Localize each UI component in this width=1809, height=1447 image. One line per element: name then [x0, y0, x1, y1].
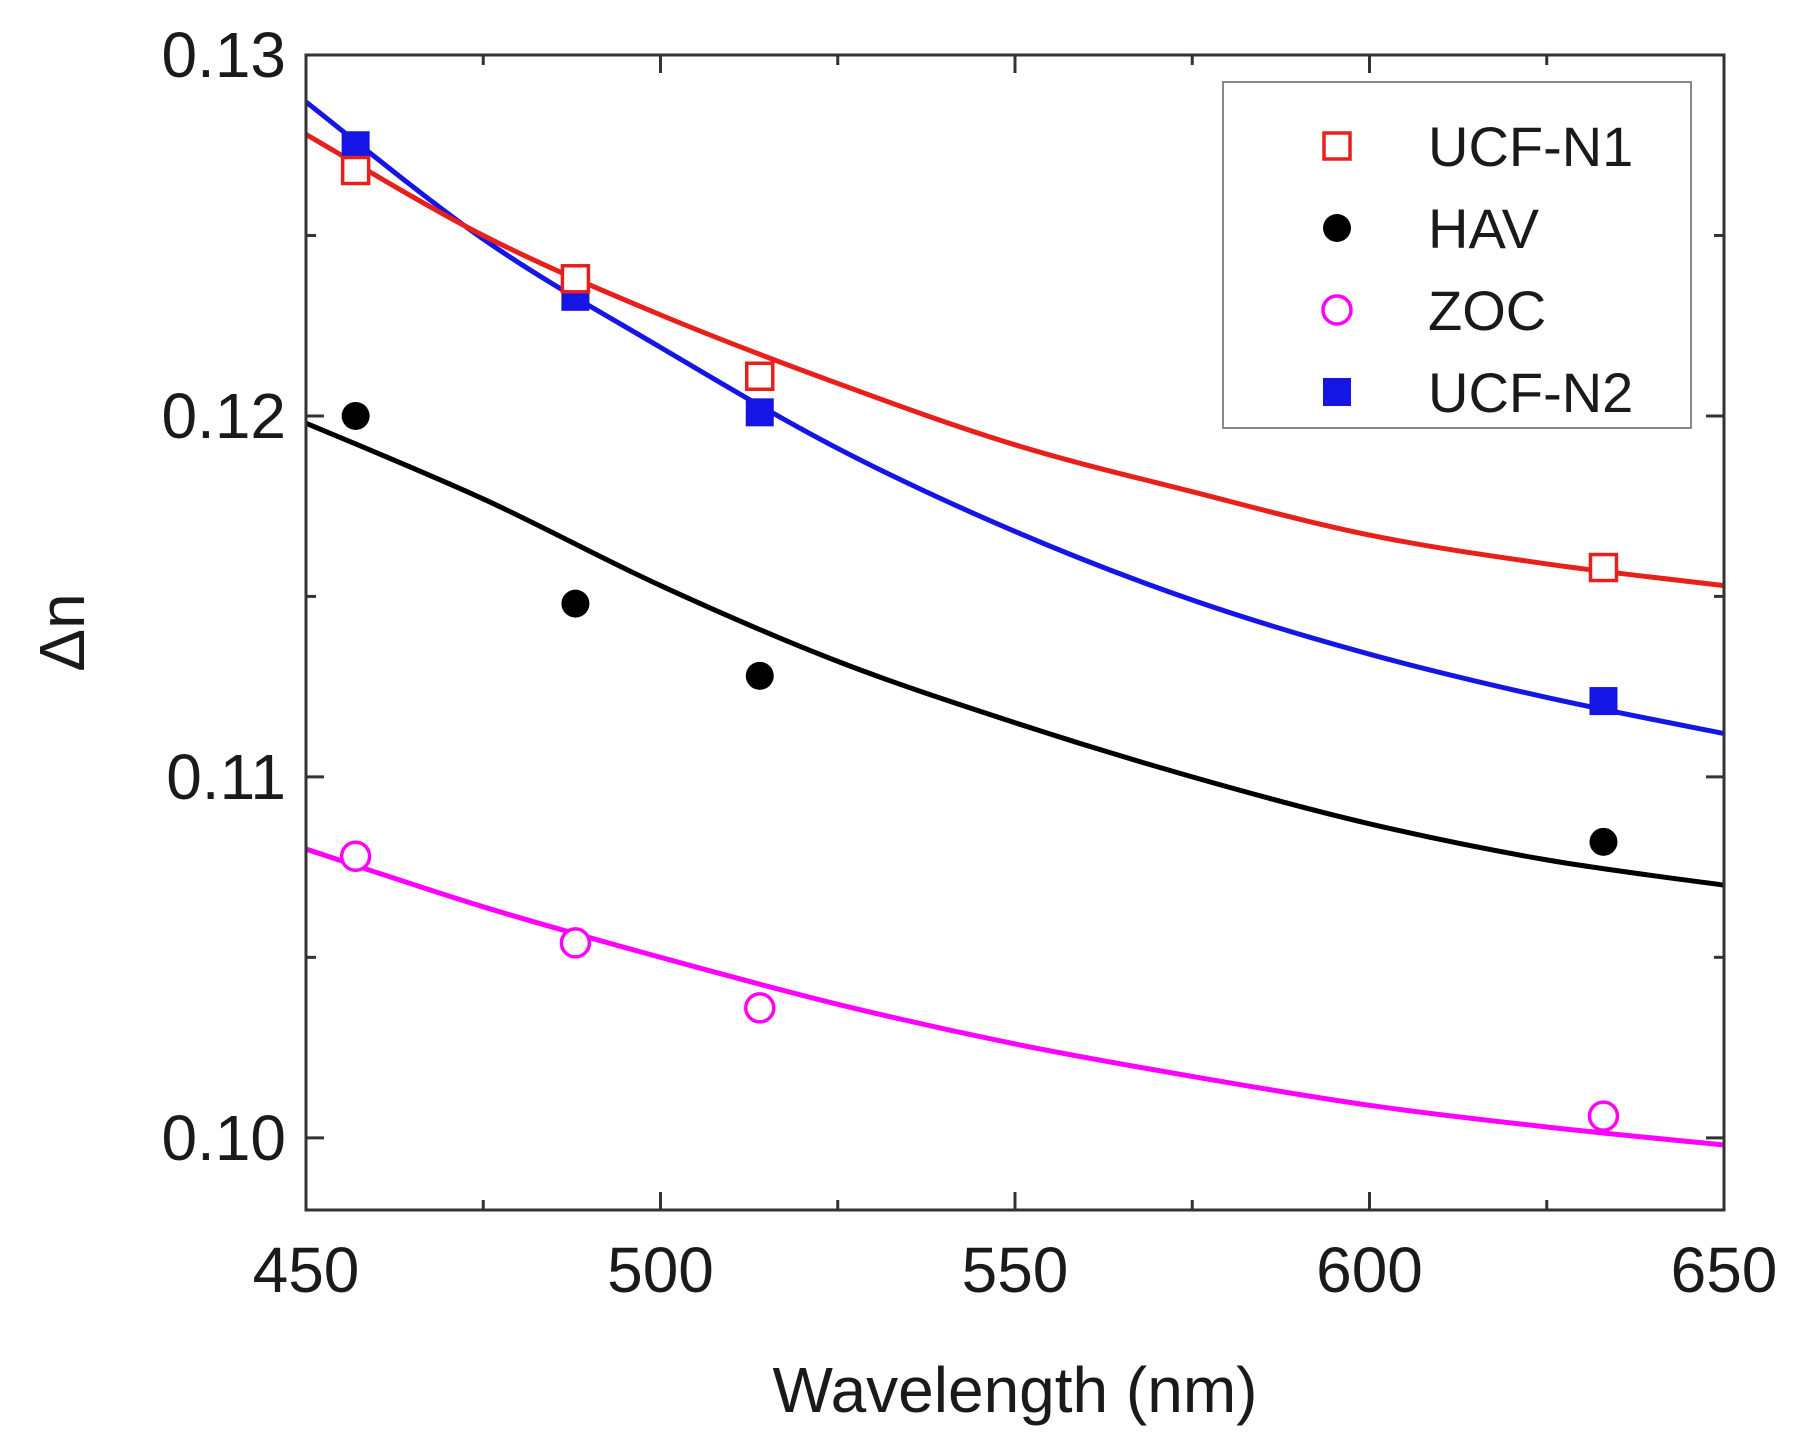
fit-line-ucf-n1: [304, 132, 1725, 589]
x-tick-label: 500: [607, 1234, 714, 1306]
point-ucf-n1: [560, 264, 591, 294]
point-hav: [1589, 827, 1618, 856]
point-ucf-n1: [1588, 552, 1619, 583]
legend-marker-ucf-n2: [1323, 378, 1351, 406]
point-ucf-n2: [1589, 687, 1618, 716]
x-axis-title: Wavelength (nm): [773, 1354, 1258, 1426]
tick-labels: 450 500 550 600 650 0.10 0.11 0.12 0.13: [161, 19, 1777, 1306]
point-hav: [745, 661, 774, 690]
point-zoc: [1587, 1100, 1620, 1132]
point-hav: [561, 589, 590, 618]
point-ucf-n2: [745, 398, 774, 427]
point-zoc: [339, 840, 372, 873]
legend-marker-hav: [1323, 214, 1351, 242]
point-ucf-n1: [745, 361, 775, 391]
fit-line-ucf-n2: [304, 99, 1725, 737]
legend-marker-zoc: [1321, 294, 1353, 326]
y-axis-title: Δn: [26, 593, 98, 671]
legend-label-hav: HAV: [1428, 197, 1540, 260]
fit-line-zoc: [305, 846, 1725, 1148]
legend-marker-ucf-n1: [1322, 131, 1352, 161]
legend: UCF-N1 HAV ZOC UCF-N2: [1222, 81, 1692, 429]
point-hav: [341, 401, 370, 430]
x-tick-label: 550: [962, 1234, 1069, 1306]
x-tick-label: 450: [253, 1234, 360, 1306]
legend-label-zoc: ZOC: [1428, 279, 1546, 342]
x-tick-label: 600: [1316, 1234, 1423, 1306]
fit-line-hav: [305, 420, 1725, 888]
x-tick-label: 650: [1671, 1234, 1778, 1306]
fit-curves: [304, 99, 1725, 1148]
legend-box: [1222, 81, 1692, 429]
y-tick-label: 0.10: [161, 1102, 286, 1174]
point-ucf-n2: [341, 131, 370, 160]
axis-ticks: [304, 53, 1726, 1210]
point-ucf-n1: [340, 155, 371, 186]
legend-label-ucf-n1: UCF-N1: [1428, 115, 1633, 178]
point-zoc: [559, 927, 592, 959]
y-tick-label: 0.11: [166, 741, 286, 813]
legend-label-ucf-n2: UCF-N2: [1428, 361, 1633, 424]
point-zoc: [744, 992, 776, 1024]
y-tick-label: 0.13: [161, 19, 286, 91]
data-markers: [339, 131, 1620, 1132]
y-tick-label: 0.12: [161, 380, 286, 452]
